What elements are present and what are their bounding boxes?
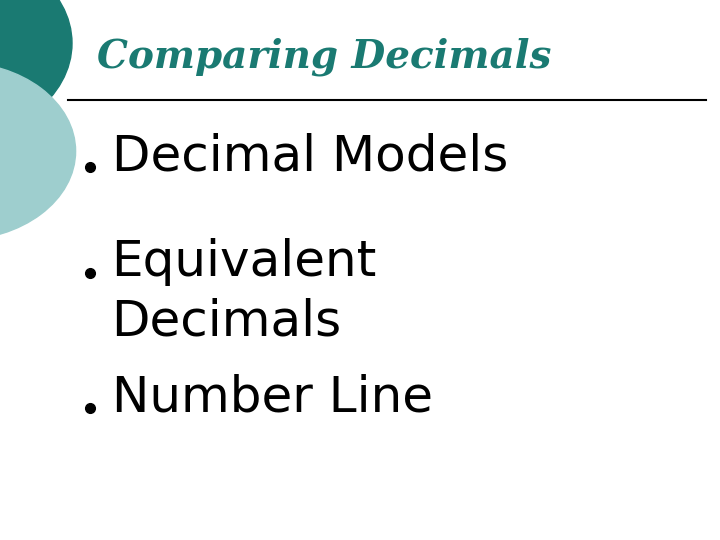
Circle shape — [0, 62, 76, 240]
Text: Number Line: Number Line — [112, 373, 433, 421]
Text: Comparing Decimals: Comparing Decimals — [97, 37, 552, 76]
Text: Decimal Models: Decimal Models — [112, 133, 508, 181]
Circle shape — [0, 0, 72, 143]
Text: Decimals: Decimals — [112, 298, 342, 346]
Text: Equivalent: Equivalent — [112, 238, 377, 286]
